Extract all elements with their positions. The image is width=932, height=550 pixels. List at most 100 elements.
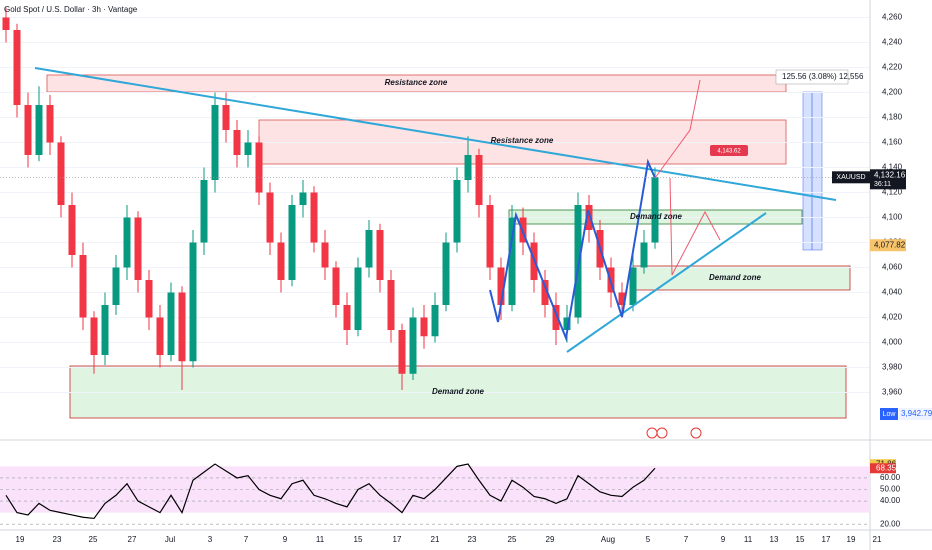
projection-arrow xyxy=(669,177,721,276)
candle-body xyxy=(79,255,87,318)
zone-label: Demand zone xyxy=(709,273,762,282)
candle-body xyxy=(486,205,494,268)
candle-body xyxy=(618,292,626,305)
candle-body xyxy=(101,305,109,355)
rsi-badge-label: 68.35 xyxy=(876,463,897,472)
y-tick-label: 4,060 xyxy=(882,263,903,272)
candle-body xyxy=(90,317,98,355)
y-tick-label: 4,160 xyxy=(882,138,903,147)
candle-body xyxy=(167,292,175,355)
y-tick-label: 4,000 xyxy=(882,338,903,347)
x-tick-label: 9 xyxy=(283,535,288,544)
target-label: 4,143.62 xyxy=(717,149,741,155)
candle-body xyxy=(508,217,516,305)
x-tick-label: 27 xyxy=(128,535,137,544)
y-tick-label: 3,960 xyxy=(882,388,903,397)
trendline xyxy=(566,212,767,353)
symbol-label: XAUUSD xyxy=(836,174,865,181)
candles xyxy=(2,7,659,390)
x-tick-label: 7 xyxy=(684,535,689,544)
y-tick-label: 4,100 xyxy=(882,213,903,222)
candle-body xyxy=(244,142,252,155)
y-tick-label: 4,220 xyxy=(882,63,903,72)
candle-body xyxy=(409,317,417,374)
candle-body xyxy=(321,242,329,268)
candle-body xyxy=(145,280,153,318)
y-tick-label: 3,980 xyxy=(882,363,903,372)
y-tick-label: 4,020 xyxy=(882,313,903,322)
x-tick-label: 19 xyxy=(16,535,25,544)
x-tick-label: 3 xyxy=(208,535,213,544)
x-tick-label: 23 xyxy=(53,535,62,544)
low-title-badge xyxy=(880,408,898,421)
candle-body xyxy=(35,105,43,155)
x-tick-label: 23 xyxy=(468,535,477,544)
axes: 3,9603,9804,0004,0204,0404,0604,0804,100… xyxy=(0,13,932,544)
rsi-pane xyxy=(0,463,870,525)
candle-body xyxy=(222,105,230,130)
candle-body xyxy=(453,180,461,243)
x-tick-label: 15 xyxy=(354,535,363,544)
countdown-label: 36:11 xyxy=(874,181,891,188)
x-tick-label: 11 xyxy=(744,535,753,544)
candle-body xyxy=(574,205,582,318)
event-icon[interactable] xyxy=(690,427,702,439)
candle-body xyxy=(277,242,285,280)
candle-body xyxy=(464,155,472,180)
last-price-label: 4,132.16 xyxy=(874,170,906,179)
candle-body xyxy=(200,180,208,243)
x-tick-label: Aug xyxy=(601,535,615,544)
zone-label: Demand zone xyxy=(630,212,683,221)
candle-body xyxy=(233,130,241,155)
x-tick-label: 21 xyxy=(431,535,440,544)
candle-body xyxy=(475,155,483,205)
candle-body xyxy=(563,317,571,330)
candle-body xyxy=(112,267,120,305)
trendline xyxy=(34,67,837,201)
rsi-tick-label: 50.00 xyxy=(880,485,901,494)
candle-body xyxy=(46,105,54,143)
x-tick-label: 13 xyxy=(770,535,779,544)
candle-body xyxy=(541,280,549,305)
low-badge xyxy=(899,408,932,421)
candle-body xyxy=(299,192,307,205)
candle-body xyxy=(178,292,186,362)
low-label: 3,942.79 xyxy=(901,409,932,418)
x-tick-label: 9 xyxy=(721,535,726,544)
candle-body xyxy=(552,305,560,330)
measure-badge xyxy=(775,69,849,85)
candle-body xyxy=(629,267,637,305)
candle-body xyxy=(24,105,32,155)
candle-body xyxy=(266,192,274,243)
rsi-line xyxy=(5,463,656,520)
candle-body xyxy=(497,267,505,305)
y-tick-label: 4,260 xyxy=(882,13,903,22)
rsi-tick-label: 60.00 xyxy=(880,473,901,482)
event-icon[interactable] xyxy=(656,427,668,439)
rsi-badge xyxy=(870,463,896,474)
y-tick-label: 4,120 xyxy=(882,188,903,197)
x-tick-label: 19 xyxy=(847,535,856,544)
event-icon[interactable] xyxy=(646,427,658,439)
candle-body xyxy=(134,217,142,280)
price-badge xyxy=(870,169,906,190)
candle-body xyxy=(211,105,219,180)
y-tick-label: 4,200 xyxy=(882,88,903,97)
overlays xyxy=(34,67,837,439)
x-tick-label: 17 xyxy=(393,535,402,544)
candle-body xyxy=(640,242,648,268)
candle-body xyxy=(376,230,384,280)
candle-body xyxy=(288,205,296,280)
x-tick-label: 17 xyxy=(822,535,831,544)
candle-body xyxy=(2,17,10,30)
marker-badge xyxy=(870,239,906,252)
candle-body xyxy=(343,305,351,330)
candle-body xyxy=(57,142,65,205)
rsi-tick-label: 40.00 xyxy=(880,496,901,505)
candle-body xyxy=(68,205,76,255)
zone-label: Demand zone xyxy=(432,387,485,396)
candle-body xyxy=(332,267,340,305)
zone-label: Resistance zone xyxy=(385,78,448,87)
rsi-tick-label: 20.00 xyxy=(880,519,901,528)
